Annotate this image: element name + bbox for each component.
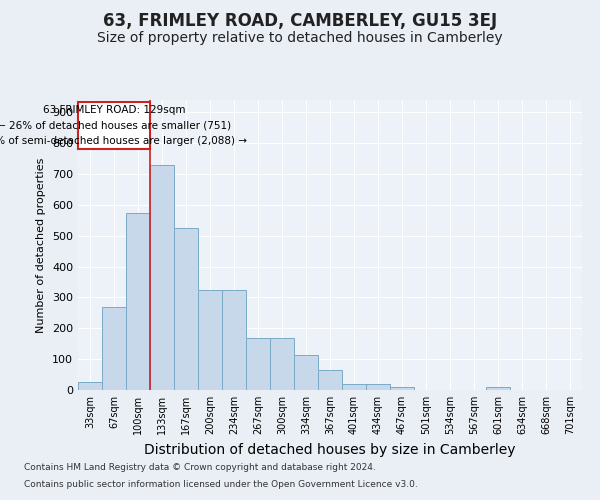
Bar bbox=[342, 384, 366, 390]
Bar bbox=[126, 212, 150, 390]
Text: 63 FRIMLEY ROAD: 129sqm
← 26% of detached houses are smaller (751)
73% of semi-d: 63 FRIMLEY ROAD: 129sqm ← 26% of detache… bbox=[0, 105, 247, 146]
Bar bbox=[318, 370, 342, 390]
Bar bbox=[78, 382, 102, 390]
Text: Contains public sector information licensed under the Open Government Licence v3: Contains public sector information licen… bbox=[24, 480, 418, 489]
Y-axis label: Number of detached properties: Number of detached properties bbox=[37, 158, 46, 332]
Bar bbox=[174, 228, 198, 390]
Bar bbox=[486, 387, 510, 390]
Bar bbox=[294, 354, 318, 390]
Bar bbox=[198, 290, 222, 390]
Text: Contains HM Land Registry data © Crown copyright and database right 2024.: Contains HM Land Registry data © Crown c… bbox=[24, 464, 376, 472]
Bar bbox=[150, 165, 174, 390]
Text: 63, FRIMLEY ROAD, CAMBERLEY, GU15 3EJ: 63, FRIMLEY ROAD, CAMBERLEY, GU15 3EJ bbox=[103, 12, 497, 30]
Bar bbox=[366, 384, 390, 390]
FancyBboxPatch shape bbox=[78, 102, 150, 150]
Bar bbox=[270, 338, 294, 390]
Text: Size of property relative to detached houses in Camberley: Size of property relative to detached ho… bbox=[97, 31, 503, 45]
Bar bbox=[390, 387, 414, 390]
Bar bbox=[102, 306, 126, 390]
Bar bbox=[246, 338, 270, 390]
X-axis label: Distribution of detached houses by size in Camberley: Distribution of detached houses by size … bbox=[144, 442, 516, 456]
Bar bbox=[222, 290, 246, 390]
